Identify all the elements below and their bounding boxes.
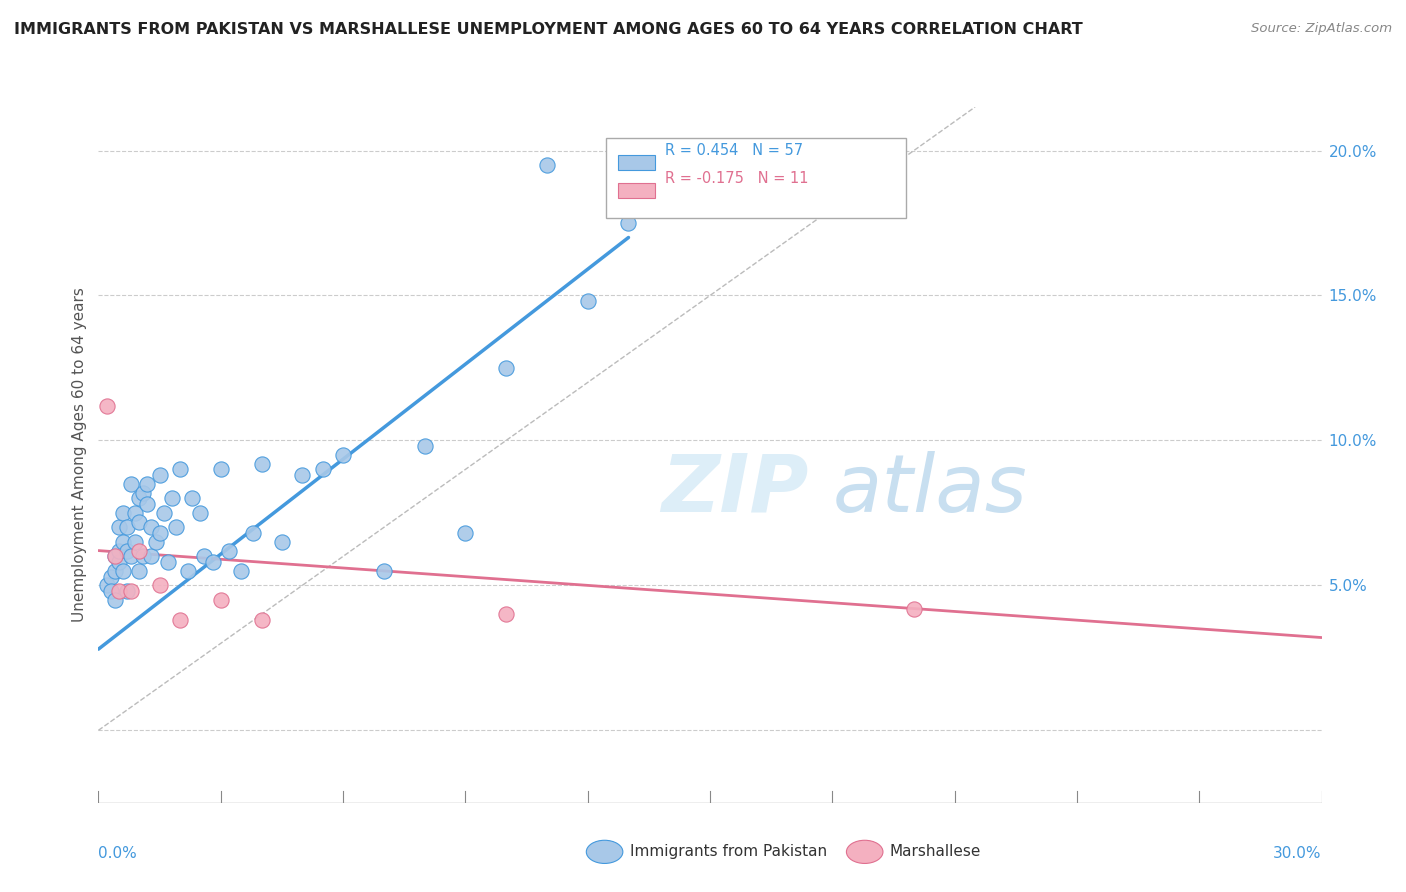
Point (193, 549, 215, 564)
Point (115, 584, 138, 599)
Point (218, 543, 240, 558)
Point (104, 564, 127, 578)
Point (104, 549, 127, 564)
Point (145, 534, 167, 549)
Point (120, 584, 142, 599)
FancyBboxPatch shape (606, 138, 905, 219)
Text: Immigrants from Pakistan: Immigrants from Pakistan (630, 845, 827, 859)
Point (201, 555, 224, 569)
Point (96, 578, 118, 592)
Point (115, 520, 138, 534)
Point (124, 506, 146, 520)
Point (149, 526, 172, 541)
Text: R = -0.175   N = 11: R = -0.175 N = 11 (665, 170, 808, 186)
Point (120, 476, 142, 491)
Point (169, 613, 191, 627)
Point (250, 613, 273, 627)
Point (373, 564, 395, 578)
Point (903, 601, 925, 615)
Point (250, 457, 273, 471)
Point (413, 439, 436, 453)
Point (136, 497, 159, 511)
Point (108, 520, 131, 534)
Point (242, 526, 264, 541)
Point (495, 607, 517, 622)
Point (270, 534, 294, 549)
Point (100, 570, 122, 584)
Text: Marshallese: Marshallese (890, 845, 981, 859)
Text: IMMIGRANTS FROM PAKISTAN VS MARSHALLESE UNEMPLOYMENT AMONG AGES 60 TO 64 YEARS C: IMMIGRANTS FROM PAKISTAN VS MARSHALLESE … (14, 22, 1083, 37)
Point (312, 462, 335, 476)
Point (141, 549, 163, 564)
Point (177, 564, 200, 578)
Point (149, 578, 172, 592)
Point (104, 592, 127, 607)
Point (132, 485, 155, 500)
Point (209, 462, 232, 476)
Point (104, 549, 127, 564)
Point (136, 476, 159, 491)
Point (108, 555, 131, 569)
Point (149, 468, 172, 483)
Text: 30.0%: 30.0% (1274, 847, 1322, 862)
Point (165, 520, 187, 534)
Bar (619, 183, 655, 198)
Point (96, 399, 118, 413)
Point (115, 543, 138, 558)
Point (291, 468, 314, 483)
Point (160, 491, 183, 506)
Point (141, 520, 163, 534)
Text: 0.0%: 0.0% (98, 847, 138, 862)
Point (120, 549, 142, 564)
Point (152, 506, 174, 520)
Point (132, 549, 155, 564)
Text: Source: ZipAtlas.com: Source: ZipAtlas.com (1251, 22, 1392, 36)
Point (124, 534, 146, 549)
Point (536, 158, 558, 172)
Point (617, 216, 640, 230)
Point (169, 462, 191, 476)
Point (181, 491, 204, 506)
Y-axis label: Unemployment Among Ages 60 to 64 years: Unemployment Among Ages 60 to 64 years (72, 287, 87, 623)
Point (495, 361, 517, 376)
Point (156, 555, 179, 569)
Point (111, 564, 134, 578)
Point (128, 564, 150, 578)
Point (108, 543, 131, 558)
Point (209, 592, 232, 607)
Point (111, 534, 134, 549)
Point (111, 506, 134, 520)
Point (231, 564, 253, 578)
Point (100, 584, 122, 599)
Point (454, 526, 477, 541)
Point (188, 506, 212, 520)
Text: atlas: atlas (832, 450, 1028, 529)
Point (108, 584, 131, 599)
Point (128, 515, 150, 529)
Point (576, 294, 599, 309)
Point (128, 491, 150, 506)
Text: R = 0.454   N = 57: R = 0.454 N = 57 (665, 143, 803, 158)
Text: ZIP: ZIP (661, 450, 808, 529)
Bar (619, 155, 655, 170)
Point (128, 543, 150, 558)
Point (332, 448, 354, 462)
